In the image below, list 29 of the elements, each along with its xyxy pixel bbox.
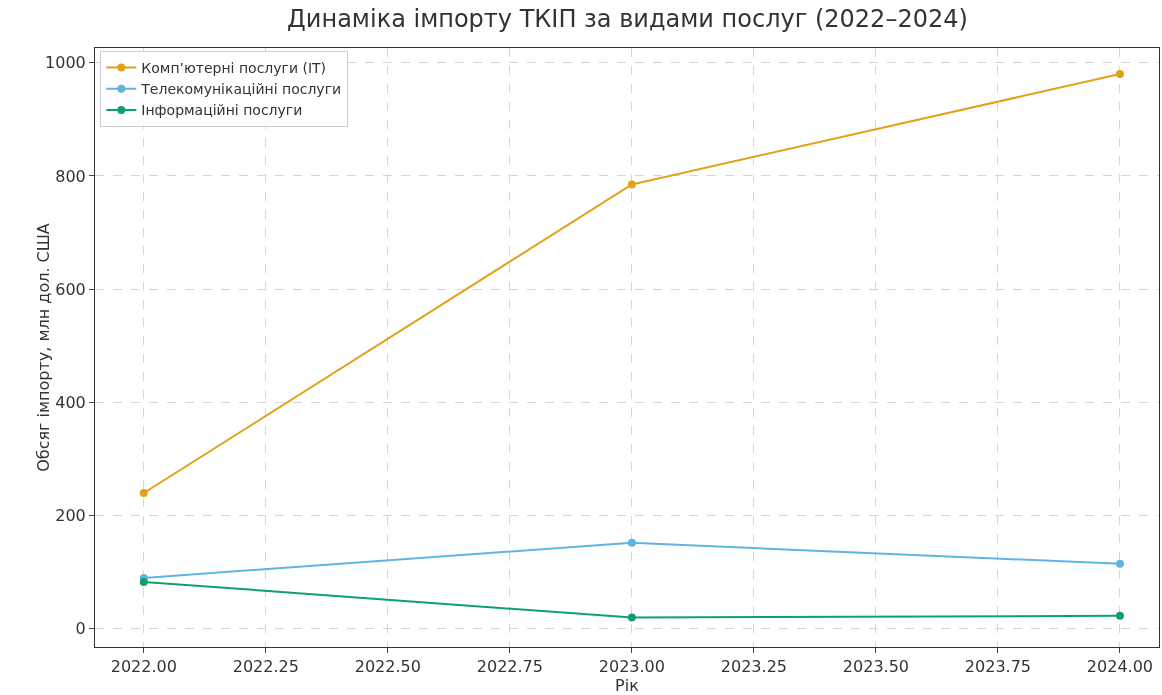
point (627, 538, 636, 547)
y-tick-label: 600 (55, 279, 86, 299)
x-tick-label: 2024.00 (1086, 657, 1154, 677)
y-tick-label: 400 (55, 393, 86, 413)
point (139, 489, 148, 497)
y-tick-label: 200 (55, 506, 86, 526)
y-tick-label: 0 (75, 619, 86, 639)
x-tick-label: 2022.00 (110, 657, 177, 677)
x-tick-label: 2022.50 (354, 657, 421, 677)
y-axis-title: Обсяг імпорту, млн дол. США (34, 223, 54, 472)
x-tick-label: 2022.75 (476, 657, 543, 677)
point (1115, 611, 1124, 620)
x-tick-label: 2023.50 (842, 657, 910, 677)
x-tick-label: 2023.00 (598, 657, 665, 677)
x-tick-label: 2023.75 (964, 657, 1032, 677)
x-tick-label: 2022.25 (232, 657, 299, 677)
legend-label: Телекомунікаційні послуги (140, 81, 342, 98)
y-tick-label: 1000 (45, 53, 86, 73)
chart-title: Динаміка імпорту ТКІП за видами послуг (2022–2024) (287, 5, 968, 34)
point (1115, 70, 1124, 79)
point (627, 613, 636, 622)
point (139, 577, 148, 586)
x-tick-label: 2023.25 (720, 657, 787, 677)
y-tick-label: 800 (55, 166, 86, 186)
x-axis-title: Рік (615, 676, 640, 695)
point (627, 180, 636, 189)
legend-label: Інформаційні послуги (141, 102, 303, 119)
legend-label: Комп’ютерні послуги (IT) (141, 60, 327, 77)
point (1115, 559, 1124, 568)
